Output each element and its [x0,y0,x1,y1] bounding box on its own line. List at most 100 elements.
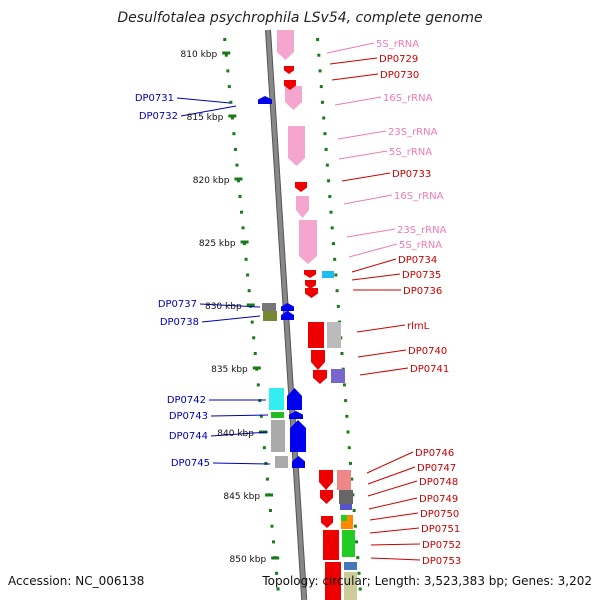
gene-block [271,412,284,418]
left-tick [247,289,251,293]
rna-label-16s-rrna: 16S_rRNA [383,93,433,104]
rrna-arrow [296,196,309,218]
right-tick [336,304,340,308]
gene-arrow [284,80,296,90]
left-tick [262,446,266,450]
gene-label-dp0742: DP0742 [167,395,206,406]
gene-arrow [284,66,294,74]
left-tick [229,100,233,104]
gene-arrow [281,303,294,311]
left-tick [276,587,280,591]
leader-line [343,194,393,205]
left-tick [258,399,262,403]
gene-block [340,504,352,510]
right-tick [358,587,362,591]
gene-block [263,311,277,321]
right-tick [352,509,356,512]
rna-label-16s-rrna: 16S_rRNA [394,191,444,202]
left-tick [270,524,274,528]
leader-line [357,349,407,358]
gene-block [323,530,339,560]
left-tick [233,147,237,151]
gene-label-dp0750: DP0750 [420,509,459,520]
gene-label-dp0748: DP0748 [419,477,458,488]
gene-block [331,369,345,383]
left-tick [240,210,244,214]
gene-arrow [258,96,272,104]
leader-line [212,462,271,465]
gene-block [269,388,284,410]
right-tick [331,242,335,246]
leader-line [334,96,382,106]
accession-text: Accession: NC_006138 [8,574,145,588]
leader-line [210,431,269,437]
gene-arrow [287,388,302,410]
gene-arrow [289,411,303,419]
right-tick [348,461,352,465]
left-tick [227,85,231,89]
left-tick [268,509,272,512]
gene-arrow [313,370,327,384]
left-tick [244,257,248,261]
left-tick [264,461,268,465]
gene-arrow [290,420,306,452]
leader-line [370,543,421,546]
scale-label: 825 kbp [199,239,236,249]
leader-line [201,315,261,323]
gene-arrow [305,288,318,298]
right-tick [333,257,337,261]
left-tick [275,571,279,575]
left-tick [238,195,242,198]
gene-arrow [295,182,307,192]
gene-label-dp0752: DP0752 [422,540,461,551]
gene-arrow [281,311,294,320]
scale-major-tick [234,177,243,181]
right-tick [329,210,333,214]
right-tick [356,556,360,560]
gene-label-rlml: rlmL [407,321,430,332]
right-tick [357,571,361,575]
leader-line [337,130,387,140]
gene-label-dp0749: DP0749 [419,494,458,505]
gene-label-dp0740: DP0740 [408,346,447,357]
leader-line [180,105,237,117]
right-tick [324,147,328,151]
gene-label-dp0753: DP0753 [422,556,461,567]
left-tick [250,320,254,324]
right-tick [322,116,326,120]
gene-block [344,572,357,600]
right-tick [345,414,349,418]
left-tick [223,38,227,41]
rna-label-5s-rrna: 5S_rRNA [399,240,442,251]
gene-label-dp0747: DP0747 [417,463,456,474]
gene-label-dp0746: DP0746 [415,448,454,459]
rna-label-5s-rrna: 5S_rRNA [389,147,432,158]
gene-arrow [305,280,316,289]
gene-label-dp0737: DP0737 [158,299,197,310]
scale-major-tick [252,366,261,370]
gene-label-dp0743: DP0743 [169,411,208,422]
gene-arrow [311,350,325,370]
gene-block [271,420,285,452]
scale-major-tick [222,51,231,55]
gene-label-dp0744: DP0744 [169,431,208,442]
gene-label-dp0741: DP0741 [410,364,449,375]
left-tick [241,226,245,230]
leader-line [348,243,398,258]
right-tick [340,352,344,355]
leader-line [351,273,401,281]
left-tick [265,477,269,481]
leader-line [359,367,409,376]
rrna-arrow [299,220,317,264]
rna-label-23s-rrna: 23S_rRNA [397,225,447,236]
gene-block [339,490,353,504]
right-tick [319,85,323,89]
right-tick [335,289,339,293]
right-tick [323,132,327,136]
scale-major-tick [240,240,249,244]
gene-block [341,515,347,521]
rrna-arrow [285,86,302,110]
right-tick [342,383,346,387]
right-tick [327,179,331,183]
